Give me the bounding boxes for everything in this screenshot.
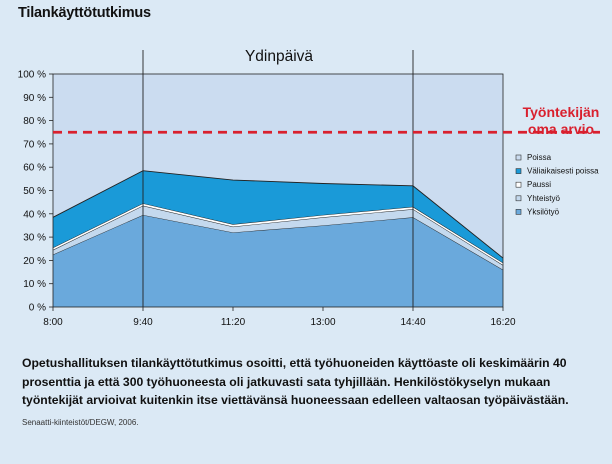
x-axis: 8:00 9:40 11:20 13:00 14:40 16:20 xyxy=(43,307,516,328)
y-tick-label: 50 % xyxy=(23,186,46,197)
x-tick-label: 13:00 xyxy=(310,317,335,328)
vertical-markers xyxy=(142,50,414,307)
y-axis: 0 % 10 % 20 % 30 % 40 % 50 % 60 % 70 % 80 % 90 % 1… xyxy=(18,70,53,314)
legend-swatch-yksil-ty- xyxy=(515,209,522,215)
legend-swatch-paussi xyxy=(515,181,522,188)
area-v-liaikaisesti-poissa xyxy=(53,170,503,263)
area-yksil-ty- xyxy=(53,214,503,307)
source-note: Senaatti-kiinteistöt/DEGW, 2006. xyxy=(22,418,139,427)
x-tick-label: 16:20 xyxy=(490,317,515,328)
legend-swatch-poissa xyxy=(515,154,522,161)
legend-label-yhteisty-: Yhteistyö xyxy=(527,194,560,203)
x-tick-label: 11:20 xyxy=(221,317,246,328)
area-chart: 0 % 10 % 20 % 30 % 40 % 50 % 60 % 70 % 80 % 90 % 1… xyxy=(18,48,600,328)
y-tick-label: 0 % xyxy=(29,303,46,314)
legend-swatch-v-liaikaisesti-poissa xyxy=(515,168,522,174)
line-yksil-ty- xyxy=(52,214,504,271)
y-tick-label: 60 % xyxy=(23,163,46,174)
y-tick-label: 90 % xyxy=(23,93,46,104)
y-tick-label: 40 % xyxy=(23,209,46,220)
y-tick-label: 30 % xyxy=(23,233,46,244)
y-tick-label: 10 % xyxy=(23,279,46,290)
legend-label-yksil-ty-: Yksilötyö xyxy=(527,207,560,216)
caption-text: Opetushallituksen tilankäyttötutkimus os… xyxy=(22,356,569,407)
x-tick-label: 8:00 xyxy=(43,317,63,328)
y-tick-label: 20 % xyxy=(23,256,46,267)
chart-title: Ydinpäivä xyxy=(245,48,313,65)
reference-label-line-1: Työntekijän xyxy=(523,104,600,120)
y-tick-label: 70 % xyxy=(23,139,46,150)
area-series-group xyxy=(52,170,504,307)
legend-label-v-liaikaisesti-poissa: Väliaikaisesti poissa xyxy=(527,167,599,176)
line-v-liaikaisesti-poissa xyxy=(52,170,504,259)
legend-label-paussi: Paussi xyxy=(527,180,551,189)
y-tick-label: 100 % xyxy=(18,70,46,81)
x-tick-label: 9:40 xyxy=(133,317,153,328)
legend: Poissa Väliaikaisesti poissa Paussi Yhteist… xyxy=(515,153,599,216)
legend-label-poissa: Poissa xyxy=(527,153,552,162)
page-title: Tilankäyttötutkimus xyxy=(18,5,151,21)
legend-swatch-yhteisty- xyxy=(515,195,522,202)
reference-label-line-2: oma arvio xyxy=(528,121,594,137)
x-tick-label: 14:40 xyxy=(400,317,425,328)
y-tick-label: 80 % xyxy=(23,116,46,127)
